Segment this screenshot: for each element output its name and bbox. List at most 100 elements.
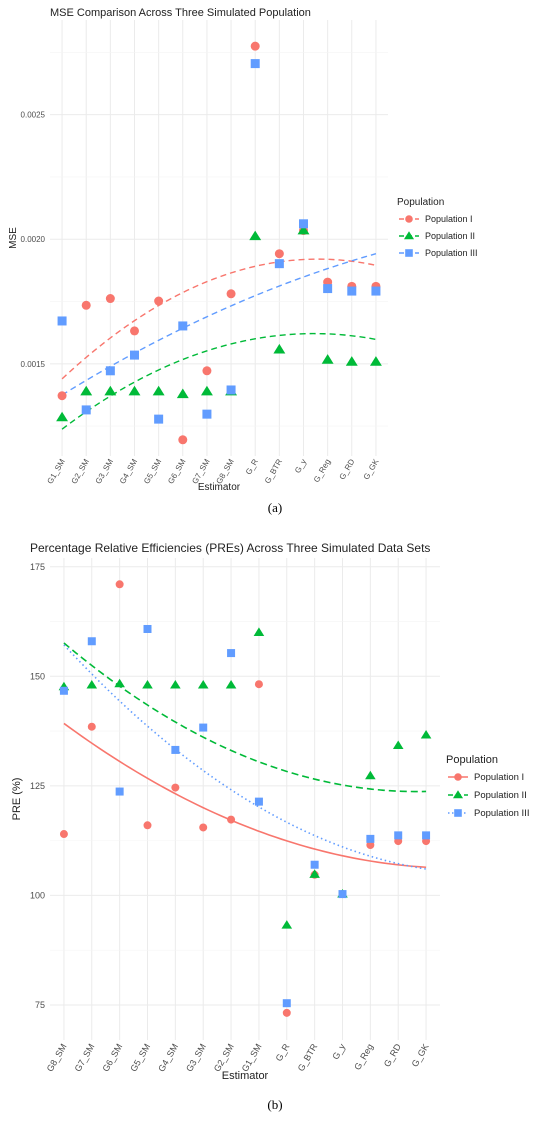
- x-tick-label: G_R: [244, 457, 260, 476]
- data-point: [130, 326, 139, 336]
- legend-title: Population: [446, 754, 498, 766]
- data-point: [225, 680, 237, 689]
- data-point: [178, 435, 188, 445]
- data-point: [273, 343, 286, 354]
- data-point: [202, 409, 212, 419]
- data-point: [299, 219, 308, 229]
- data-point: [282, 999, 291, 1008]
- data-point: [254, 797, 263, 806]
- legend: Population Population I Population II Popul…: [446, 754, 529, 819]
- data-point: [199, 823, 208, 832]
- legend-label: Population II: [425, 231, 475, 241]
- legend-marker: [405, 215, 413, 223]
- x-tick-label: G1_SM: [240, 1042, 264, 1073]
- x-tick-label: G6_SM: [166, 457, 188, 485]
- series-population-i: [59, 580, 431, 1017]
- data-point: [338, 890, 347, 899]
- legend-label: Population II: [474, 790, 527, 801]
- trend-line-population-ii: [61, 332, 377, 430]
- data-point: [297, 224, 310, 235]
- x-tick-label: G_y: [330, 1042, 347, 1062]
- y-axis-label: MSE: [8, 227, 19, 249]
- data-point: [81, 405, 91, 415]
- y-tick-label: 175: [30, 562, 45, 572]
- legend-marker: [454, 773, 462, 781]
- x-tick-label: G_BTR: [263, 457, 284, 485]
- data-point: [56, 411, 69, 422]
- x-tick-label: G2_SM: [212, 1042, 236, 1073]
- legend-label: Population III: [425, 248, 478, 258]
- x-tick-label: G2_SM: [70, 457, 92, 485]
- data-point: [130, 350, 139, 360]
- data-point: [227, 649, 236, 658]
- series-population-iii: [59, 624, 431, 1008]
- data-point: [59, 830, 68, 839]
- x-axis-label: Estimator: [198, 482, 241, 493]
- data-point: [154, 414, 164, 424]
- data-point: [366, 834, 375, 843]
- legend-marker: [403, 231, 415, 240]
- data-point: [392, 740, 404, 749]
- series-population-ii: [58, 627, 432, 929]
- trend-line-population-ii: [63, 642, 427, 793]
- chart-title: MSE Comparison Across Three Simulated Po…: [50, 7, 311, 19]
- data-point: [178, 321, 188, 331]
- data-point: [274, 249, 284, 259]
- data-point: [249, 230, 262, 241]
- data-point: [152, 385, 165, 396]
- x-tick-label: G3_SM: [94, 457, 116, 485]
- data-point: [282, 1008, 291, 1017]
- data-point: [254, 680, 263, 689]
- panel-label: (a): [268, 500, 282, 515]
- data-point: [200, 385, 213, 396]
- data-point: [226, 289, 236, 299]
- data-point: [128, 385, 141, 396]
- x-tick-label: G_BTR: [296, 1042, 320, 1073]
- gridlines: [50, 20, 388, 456]
- data-point: [105, 294, 115, 304]
- data-point: [59, 686, 68, 695]
- y-tick-label: 75: [35, 1000, 45, 1010]
- data-point: [81, 300, 91, 310]
- data-point: [422, 831, 431, 840]
- x-tick-label: G6_SM: [100, 1042, 124, 1073]
- data-point: [202, 366, 212, 376]
- data-point: [309, 869, 320, 878]
- x-tick-label: G7_SM: [73, 1042, 97, 1073]
- x-tick-label: G_GK: [410, 1042, 431, 1069]
- data-point: [199, 723, 208, 732]
- data-point: [197, 680, 209, 689]
- data-point: [369, 356, 382, 366]
- trend-line-population-i: [61, 258, 377, 380]
- panel-label: (b): [267, 1097, 282, 1112]
- data-point: [281, 920, 293, 929]
- gridlines: [50, 558, 440, 1040]
- legend-marker: [452, 790, 464, 799]
- y-tick-label: 100: [30, 890, 45, 900]
- legend-marker: [405, 249, 413, 257]
- x-tick-label: G4_SM: [156, 1042, 180, 1073]
- data-point: [171, 783, 180, 792]
- data-point: [274, 259, 284, 269]
- data-point: [250, 59, 260, 69]
- y-tick-label: 125: [30, 781, 45, 791]
- data-point: [142, 680, 153, 689]
- y-tick-label: 0.0015: [21, 360, 46, 369]
- data-point: [176, 388, 189, 399]
- data-point: [227, 815, 236, 824]
- data-point: [87, 722, 96, 731]
- x-tick-label: G_RD: [382, 1042, 403, 1069]
- legend: Population Population I Population II Popul…: [397, 197, 478, 258]
- chart-mse: MSE Comparison Across Three Simulated Po…: [8, 7, 478, 515]
- chart-pre: Percentage Relative Efficiencies (PREs) …: [11, 541, 529, 1112]
- data-point: [80, 385, 93, 396]
- data-point: [114, 678, 125, 688]
- data-point: [154, 296, 164, 306]
- x-tick-label: G5_SM: [128, 1042, 152, 1073]
- data-point: [171, 745, 180, 754]
- y-tick-label: 0.0020: [21, 235, 46, 244]
- data-point: [86, 680, 98, 689]
- data-point: [170, 680, 181, 689]
- data-point: [143, 821, 152, 830]
